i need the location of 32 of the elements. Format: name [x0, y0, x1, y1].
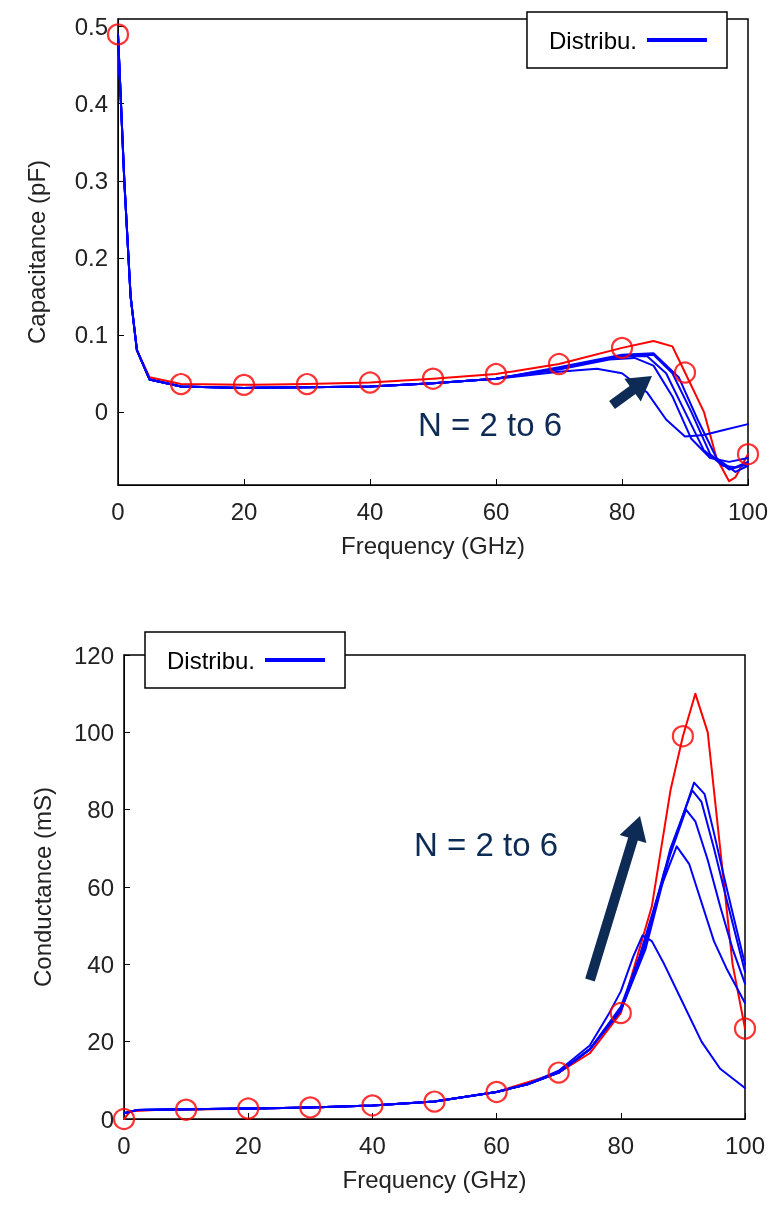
- x-tick-label: 100: [727, 497, 769, 525]
- legend-label: Distribu.: [166, 646, 256, 674]
- x-axis-title: Frequency (GHz): [342, 1165, 527, 1193]
- y-axis-title: Capacitance (pF): [22, 159, 50, 345]
- x-tick-label: 80: [608, 497, 636, 525]
- x-axis-title: Frequency (GHz): [340, 531, 526, 559]
- y-tick-label: 120: [73, 641, 114, 669]
- x-tick-label: 20: [230, 497, 258, 525]
- y-tick-label: 40: [87, 950, 114, 978]
- y-tick-label: 0: [94, 398, 108, 426]
- x-tick-label: 100: [724, 1131, 766, 1159]
- annotation: N = 2 to 6: [418, 406, 563, 443]
- y-tick-label: 0.5: [74, 13, 108, 41]
- y-tick-label: 0.4: [74, 90, 108, 118]
- y-tick-label: 0.3: [74, 167, 108, 195]
- y-tick-label: 20: [87, 1028, 114, 1056]
- y-tick-label: 60: [87, 873, 114, 901]
- y-tick-label: 100: [73, 718, 114, 746]
- legend-label: Distribu.: [548, 26, 637, 54]
- x-tick-label: 20: [234, 1131, 262, 1159]
- y-tick-label: 0: [100, 1105, 114, 1133]
- y-tick-label: 0.2: [74, 244, 108, 272]
- x-tick-label: 40: [356, 497, 384, 525]
- x-tick-label: 60: [483, 1131, 510, 1159]
- y-tick-label: 0.1: [74, 321, 108, 349]
- x-tick-label: 60: [482, 497, 510, 525]
- x-tick-label: 40: [359, 1131, 386, 1159]
- y-tick-label: 80: [87, 796, 114, 824]
- x-tick-label: 80: [607, 1131, 635, 1159]
- x-tick-label: 0: [117, 1131, 131, 1159]
- y-axis-title: Conductance (mS): [28, 786, 56, 988]
- annotation: N = 2 to 6: [414, 826, 559, 863]
